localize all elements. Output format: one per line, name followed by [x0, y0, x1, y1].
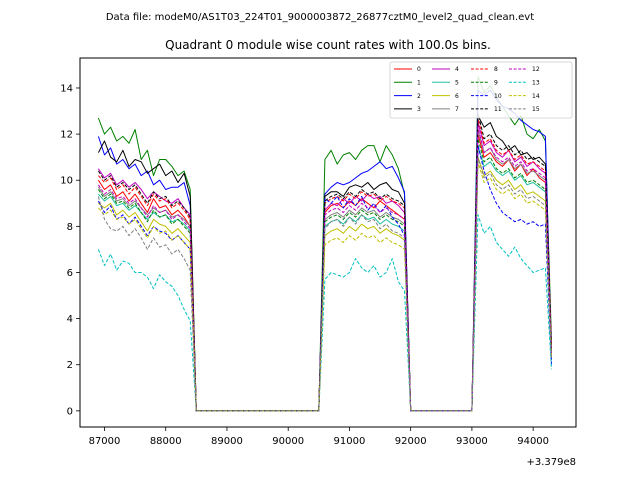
legend-label-5: 5 — [455, 80, 459, 87]
y-tick-label: 4 — [67, 314, 73, 325]
legend-label-7: 7 — [455, 106, 459, 113]
series-line-5 — [98, 145, 552, 412]
y-axis: 0 2 4 6 8 10 12 14 — [60, 83, 80, 417]
legend-label-12: 12 — [532, 66, 540, 73]
legend-label-4: 4 — [455, 66, 459, 73]
legend-label-9: 9 — [494, 80, 498, 87]
legend-label-2: 2 — [417, 93, 421, 100]
legend-frame — [389, 61, 573, 119]
series-line-14 — [98, 161, 552, 412]
y-tick-label: 14 — [60, 83, 73, 94]
legend-label-15: 15 — [532, 106, 540, 113]
x-tick-label: 88000 — [150, 436, 182, 447]
series-line-10 — [97, 145, 552, 412]
series-layer — [97, 76, 552, 412]
plot-area-frame — [79, 57, 577, 428]
x-tick-label: 89000 — [211, 436, 243, 447]
legend-label-10: 10 — [494, 93, 502, 100]
x-axis: 87000 88000 89000 90000 91000 92000 93000 94000 — [89, 427, 549, 447]
y-tick-label: 6 — [67, 268, 73, 279]
x-tick-label: 87000 — [89, 436, 121, 447]
x-tick-label: 92000 — [395, 436, 427, 447]
y-tick-label: 12 — [60, 130, 73, 141]
series-line-15 — [97, 156, 552, 412]
y-tick-label: 2 — [67, 360, 73, 371]
legend-label-3: 3 — [417, 106, 421, 113]
legend-label-6: 6 — [455, 93, 459, 100]
legend-label-1: 1 — [417, 80, 421, 87]
x-tick-label: 90000 — [272, 436, 304, 447]
legend-label-14: 14 — [532, 93, 540, 100]
chart-title: Quadrant 0 module wise count rates with … — [165, 38, 491, 52]
series-line-9 — [97, 138, 552, 412]
chart-suptitle: Data file: modeM0/AS1T03_224T01_90000038… — [106, 12, 534, 23]
x-tick-label: 93000 — [456, 436, 488, 447]
y-tick-label: 0 — [67, 406, 73, 417]
y-tick-label: 8 — [67, 222, 73, 233]
legend-label-8: 8 — [494, 66, 498, 73]
series-line-13 — [97, 214, 552, 412]
legend-label-0: 0 — [417, 66, 421, 73]
x-tick-label: 94000 — [517, 436, 549, 447]
x-axis-offset-label: +3.379e8 — [526, 457, 576, 468]
y-tick-label: 10 — [60, 176, 73, 187]
legend-label-11: 11 — [494, 106, 502, 113]
legend-label-13: 13 — [532, 80, 540, 87]
x-tick-label: 91000 — [334, 436, 366, 447]
